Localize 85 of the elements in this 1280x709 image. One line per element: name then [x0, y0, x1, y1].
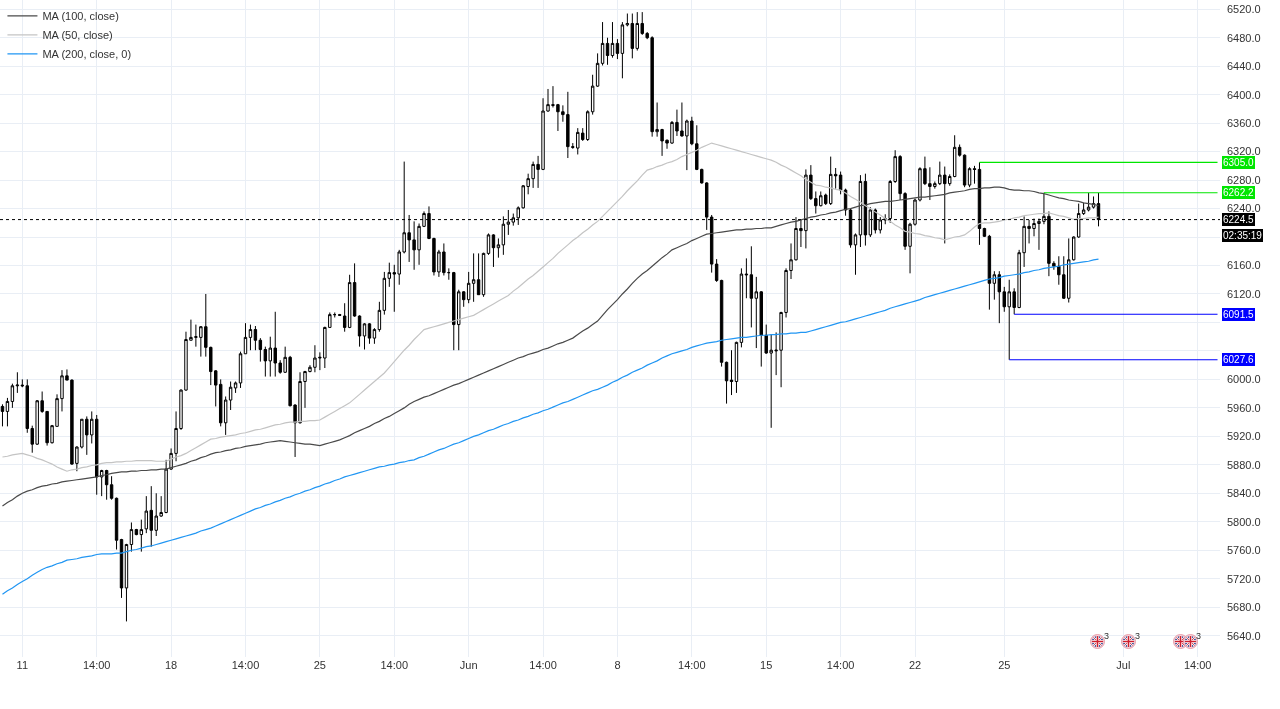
candlestick: [248, 324, 253, 351]
y-tick-label: 6320.0: [1227, 145, 1261, 158]
x-tick-label: 25: [998, 659, 1011, 671]
y-tick-label: 6120.0: [1227, 287, 1261, 300]
x-tick-label: 14:00: [678, 659, 706, 671]
line-series: [1, 142, 1100, 472]
candlestick: [496, 237, 501, 259]
legend-label: MA (50, close): [42, 29, 113, 42]
candlestick: [987, 234, 992, 311]
line-series: [1, 258, 1100, 595]
y-tick-label: 5880.0: [1227, 458, 1261, 471]
x-tick-label: 14:00: [380, 659, 409, 671]
y-tick-label: 6240.0: [1227, 202, 1261, 215]
x-tick-label: 14:00: [82, 659, 111, 671]
y-tick-label: 5680.0: [1227, 601, 1261, 614]
candlestick: [124, 543, 129, 622]
candlestick: [243, 322, 248, 355]
text: 02:35:19: [1223, 230, 1263, 241]
y-tick-label: 6520.0: [1227, 3, 1261, 16]
x-tick-label: Jun: [459, 659, 478, 671]
candlestick: [610, 21, 615, 59]
candlestick: [357, 314, 362, 348]
legend-label: MA (100, close): [42, 10, 119, 23]
y-tick-label: 6360.0: [1227, 116, 1261, 129]
candlestick: [605, 37, 610, 66]
x-tick-label: 14:00: [1183, 659, 1212, 671]
x-tick-label: 14:00: [231, 659, 260, 671]
x-tick-label: 14:00: [826, 659, 855, 671]
x-tick-label: 15: [760, 659, 773, 671]
candlestick: [734, 341, 739, 394]
candlestick: [372, 327, 377, 345]
annotation: 6027.6: [1223, 354, 1255, 365]
y-tick-label: 5960.0: [1227, 401, 1261, 414]
candlestick: [114, 497, 119, 551]
annotation: 3: [1104, 631, 1110, 641]
y-tick-label: 5840.0: [1227, 487, 1261, 500]
y-tick-label: 6440.0: [1227, 60, 1261, 73]
annotation: 6091.5: [1223, 309, 1255, 320]
candlestick: [362, 322, 367, 350]
annotation: 3: [1196, 631, 1202, 641]
candlestick: [972, 165, 977, 185]
x-tick-label: 8: [614, 659, 621, 671]
candlestick: [1086, 192, 1091, 211]
y-tick-label: 5920.0: [1227, 430, 1261, 443]
candlestick: [486, 232, 491, 256]
candlestick: [476, 252, 481, 296]
candlestick: [5, 397, 10, 427]
candlestick: [615, 38, 620, 60]
ref-line-label: 6224.5: [1223, 214, 1255, 225]
x-tick-label: 25: [313, 659, 327, 671]
legend-label: MA (200, close, 0): [42, 48, 132, 61]
candlestick: [471, 252, 476, 303]
annotation: 6262.2: [1223, 187, 1255, 198]
y-tick-label: 6480.0: [1227, 31, 1261, 44]
candlestick: [233, 381, 238, 394]
candlestick: [129, 521, 134, 553]
y-tick-label: 6280.0: [1227, 173, 1261, 186]
x-tick-label: 14:00: [529, 659, 557, 671]
y-tick-label: 6400.0: [1227, 88, 1261, 101]
y-tick-label: 5720.0: [1227, 572, 1261, 585]
candlestick: [491, 233, 496, 268]
x-tick-label: 22: [908, 659, 922, 671]
candlestick: [253, 325, 258, 351]
y-tick-label: 6160.0: [1227, 259, 1261, 272]
x-tick-label: Jul: [1116, 659, 1131, 671]
annotation: 6305.0: [1223, 157, 1255, 168]
candlestick: [109, 475, 114, 501]
candlestick: [729, 349, 734, 396]
annotation: 3: [1135, 631, 1141, 641]
candlestick: [724, 361, 729, 405]
x-tick-label: 11: [16, 659, 29, 671]
x-tick-label: 18: [164, 659, 178, 671]
candlestick: [853, 232, 858, 276]
candlestick: [104, 469, 109, 501]
candlestick: [600, 21, 605, 66]
y-tick-label: 5760.0: [1227, 544, 1261, 557]
y-tick-label: 5800.0: [1227, 515, 1261, 528]
candlestick: [0, 403, 5, 427]
candlestick: [447, 267, 451, 281]
line-series: [1, 186, 1100, 507]
y-tick-label: 5640.0: [1227, 629, 1261, 642]
candlestick: [238, 351, 243, 389]
y-tick-label: 6000.0: [1227, 373, 1261, 386]
candlestick: [967, 166, 972, 188]
candlestick: [367, 322, 372, 345]
